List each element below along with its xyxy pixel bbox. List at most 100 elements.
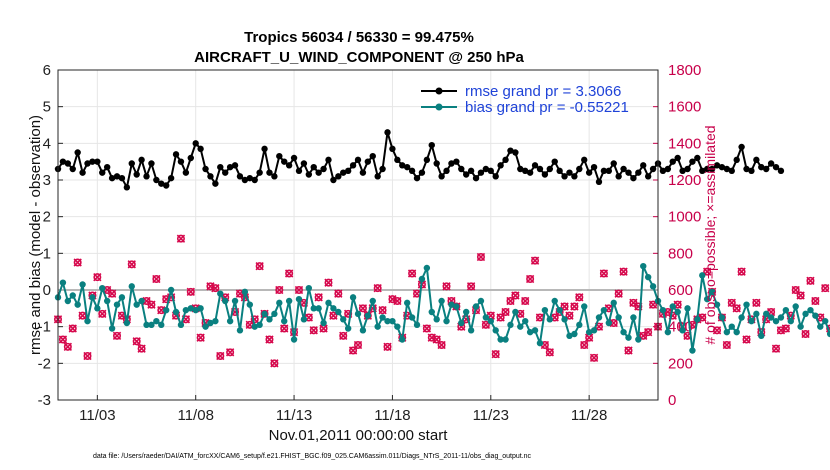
y-tick-label: 4 (43, 135, 51, 152)
y2-tick-label: 1600 (668, 99, 701, 116)
rmse-point (330, 176, 337, 184)
rmse-point (192, 140, 199, 147)
bias-point (423, 264, 431, 272)
obs-possible-marker (545, 348, 554, 357)
bias-point (99, 284, 106, 292)
rmse-point (344, 167, 352, 175)
obs-possible-marker (703, 267, 712, 276)
rmse-point (546, 165, 554, 173)
rmse-point (694, 154, 701, 162)
rmse-point (222, 169, 229, 176)
bias-point (753, 310, 760, 318)
obs-possible-marker (476, 253, 485, 262)
bias-point (438, 297, 445, 305)
bias-point (103, 297, 111, 305)
bias-point (226, 317, 234, 325)
bias-point (512, 308, 519, 316)
obs-possible-marker (113, 331, 122, 340)
bias-point (197, 305, 204, 312)
bias-point (536, 339, 544, 347)
bias-point (349, 294, 357, 301)
obs-assimilated-marker (73, 258, 82, 267)
obs-possible-marker (437, 340, 446, 349)
data-file-footnote: data file: /Users/raeder/DAI/ATM_forcXX/… (93, 453, 532, 460)
y-tick-label: 5 (43, 99, 51, 116)
rmse-point (89, 158, 96, 165)
obs-assimilated-marker (643, 328, 653, 337)
bias-point (261, 310, 268, 318)
obs-assimilated-marker (358, 304, 368, 313)
obs-possible-marker (590, 353, 599, 362)
rmse-point (99, 169, 106, 176)
rmse-point (315, 169, 322, 176)
rmse-point (487, 167, 494, 175)
obs-assimilated-marker (619, 267, 628, 276)
plot-frame (57, 69, 659, 401)
obs-assimilated-marker (599, 269, 609, 278)
rmse-point (359, 169, 367, 176)
rmse-point (738, 143, 745, 151)
bias-point (340, 316, 347, 323)
bias-point (133, 301, 140, 308)
obs-assimilated-marker (609, 318, 618, 328)
obs-possible-marker (634, 302, 643, 311)
bias-point (374, 323, 381, 330)
bias-point (379, 314, 386, 321)
bias-point (84, 317, 91, 325)
rmse-point (335, 173, 342, 180)
rmse-point (256, 169, 263, 176)
y-tick-label: -1 (38, 319, 51, 336)
obs-possible-marker (644, 328, 653, 337)
obs-possible-marker (280, 324, 289, 333)
rmse-point (605, 167, 613, 175)
rmse-point (585, 169, 593, 176)
obs-possible-marker (255, 262, 264, 271)
obs-possible-marker (211, 284, 220, 293)
obs-possible-marker (378, 306, 387, 315)
bias-point (354, 310, 362, 318)
y2-tick-label: 1200 (668, 172, 701, 189)
bias-point (167, 286, 175, 294)
bias-point (546, 316, 554, 323)
bias-point (703, 295, 711, 303)
rmse-point (512, 149, 519, 156)
bias-point (610, 299, 617, 307)
obs-assimilated-marker (63, 342, 73, 351)
obs-assimilated-marker (584, 333, 594, 342)
obs-assimilated-marker (112, 331, 122, 340)
rmse-point (94, 158, 101, 165)
rmse-point (158, 180, 165, 187)
rmse-point (713, 162, 721, 169)
y2-tick-label: 1400 (668, 135, 701, 152)
y-tick-label: -2 (38, 355, 51, 372)
obs-assimilated-marker (801, 329, 810, 339)
rmse-point (207, 173, 214, 180)
rmse-point (664, 165, 672, 173)
rmse-point (148, 160, 155, 167)
obs-possible-marker (314, 293, 323, 302)
rmse-point (699, 167, 706, 175)
bias-point (118, 294, 126, 301)
rmse-point (374, 173, 381, 180)
obs-assimilated-marker (575, 293, 584, 302)
bias-point (502, 336, 509, 343)
bias-point (128, 283, 135, 290)
bias-point (743, 301, 750, 308)
rmse-point (566, 169, 573, 176)
obs-possible-marker (334, 289, 343, 298)
bias-point (487, 317, 494, 325)
bias-point (482, 314, 490, 321)
obs-possible-marker (791, 285, 800, 294)
rmse-point (472, 174, 480, 182)
bias-point (79, 281, 86, 288)
rmse-point (590, 163, 598, 171)
y2-axis-ticks: 0 200 400 600 800 1000 1200 1400 1600 1800 (653, 62, 701, 409)
rmse-point (408, 167, 416, 175)
bias-point (467, 327, 475, 334)
rmse-point (453, 158, 460, 165)
obs-possible-marker (811, 296, 820, 305)
bias-point (748, 317, 755, 325)
obs-possible-marker (422, 324, 431, 333)
rmse-point (635, 169, 642, 176)
obs-assimilated-marker (137, 344, 146, 353)
